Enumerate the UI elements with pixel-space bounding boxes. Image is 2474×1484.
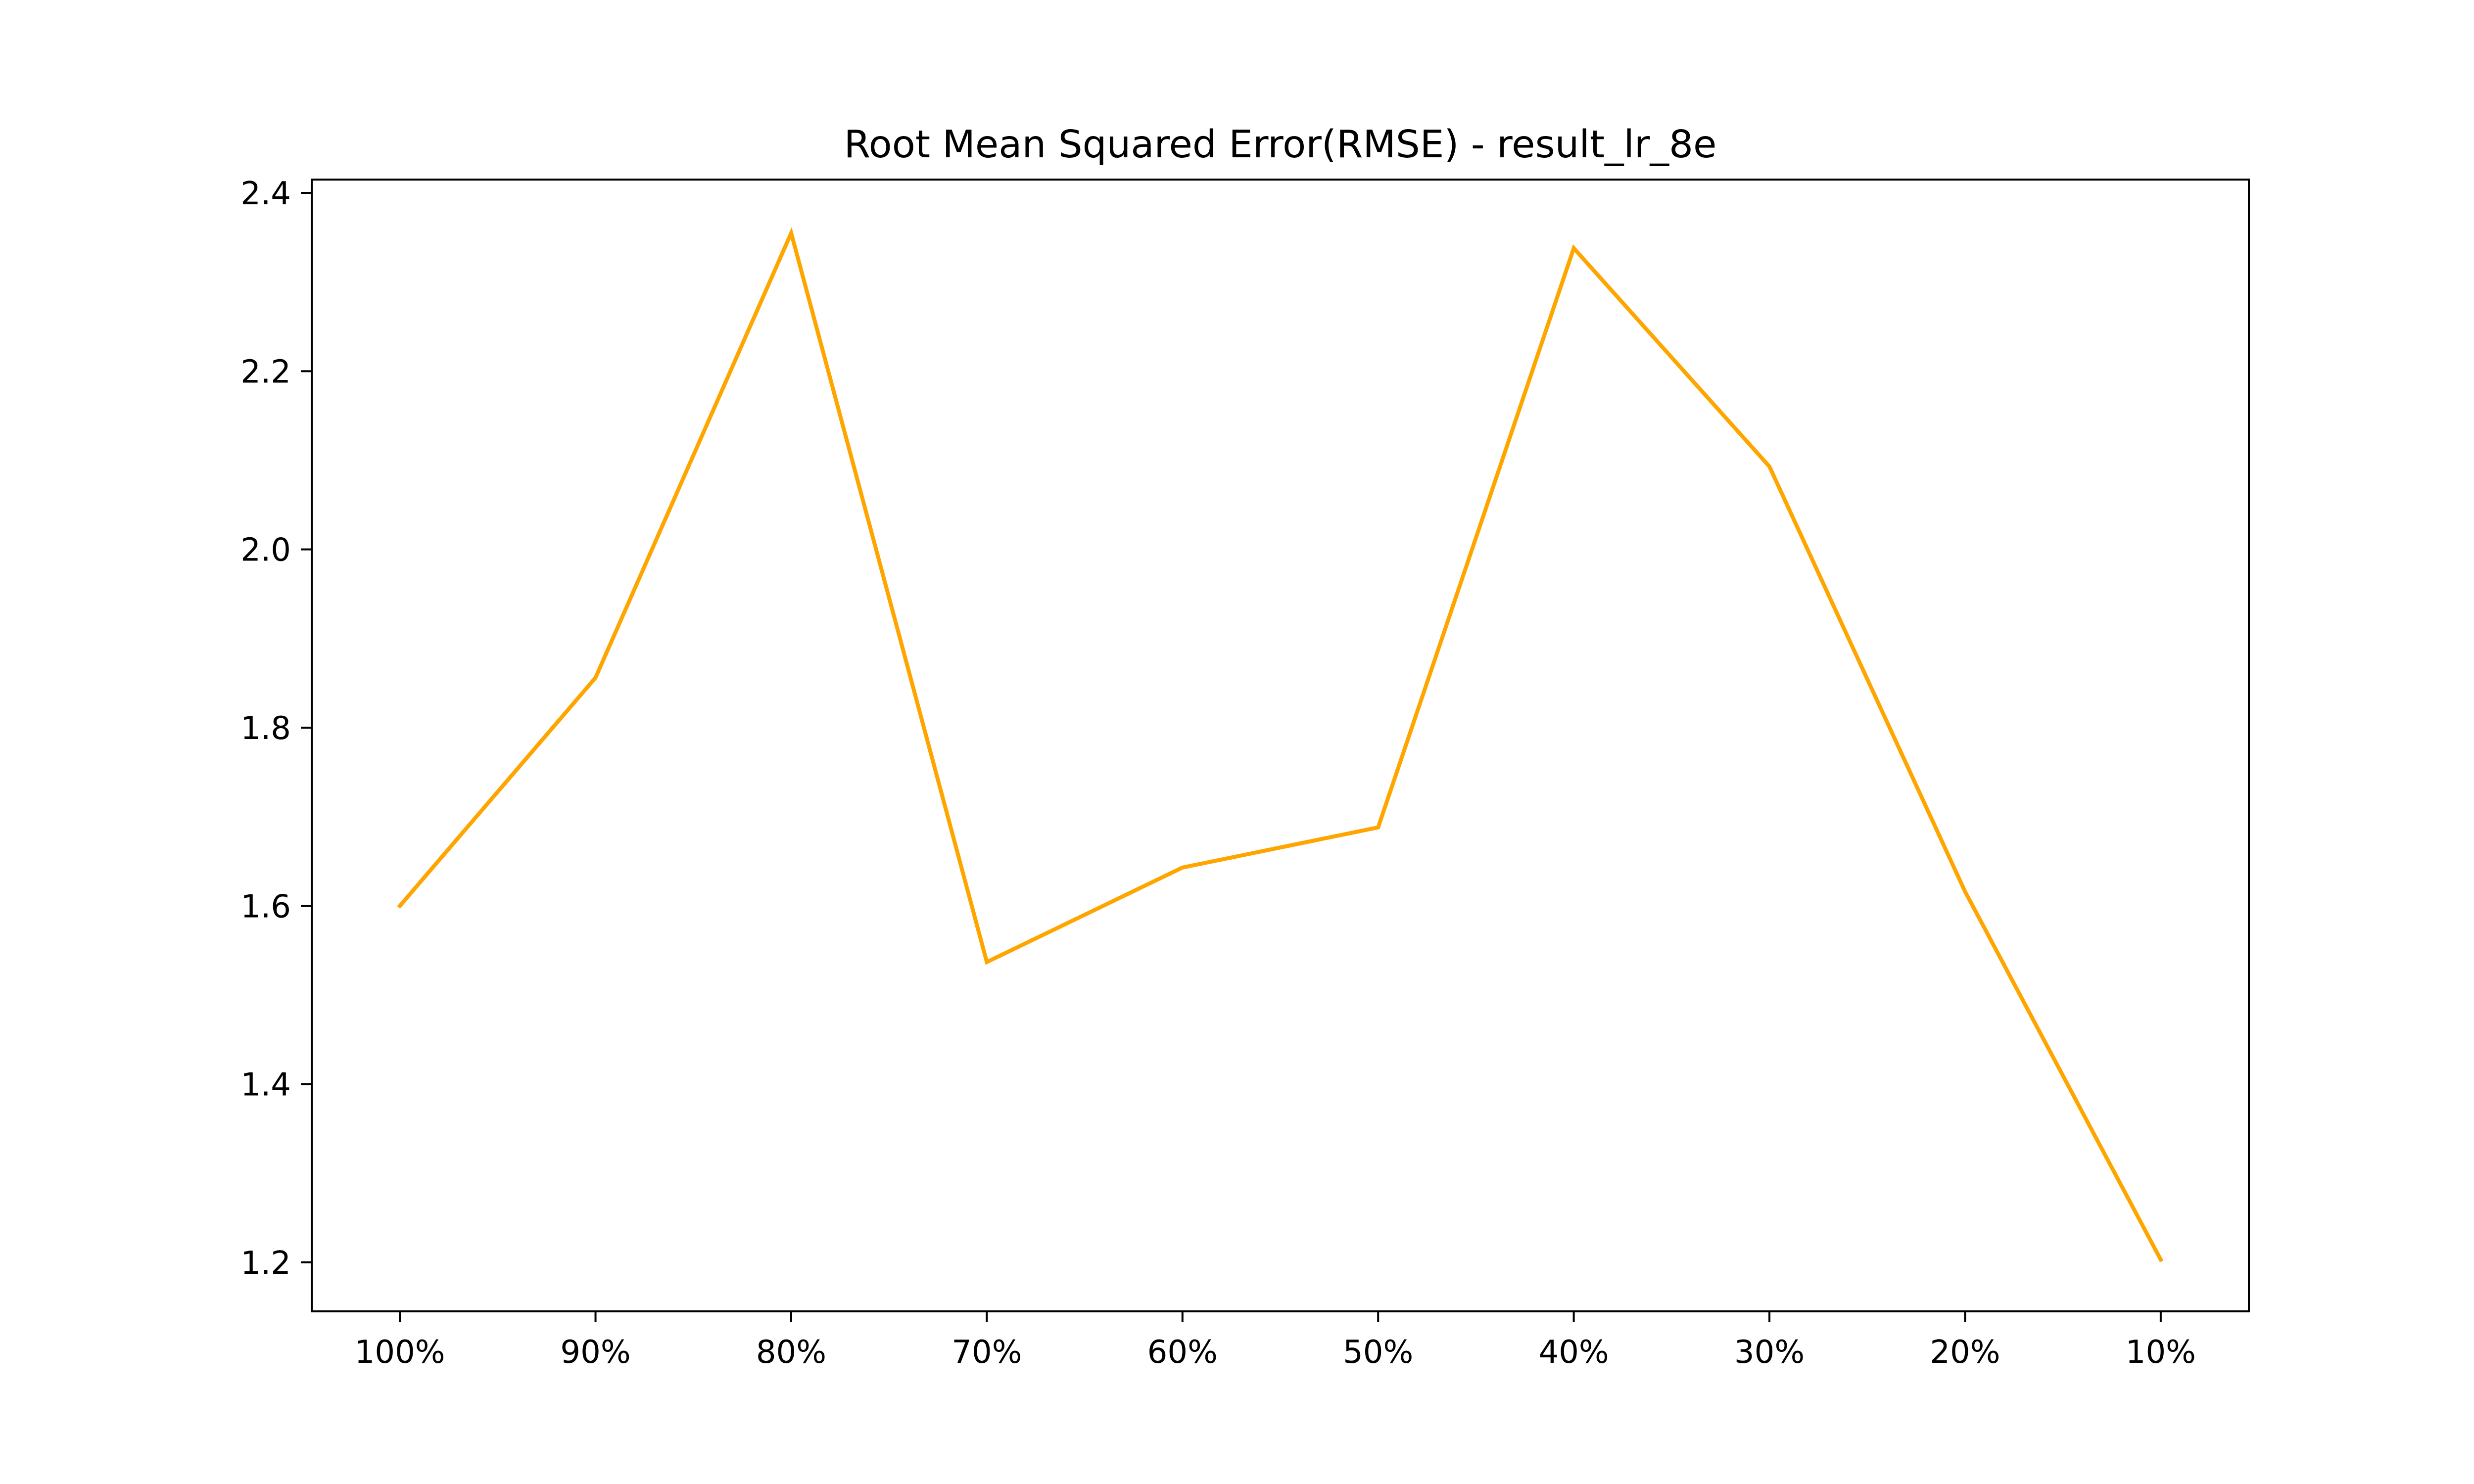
- y-tick-label: 1.6: [240, 888, 291, 925]
- x-tick-label: 10%: [2126, 1334, 2196, 1371]
- y-tick-label: 2.0: [240, 532, 291, 569]
- x-tick-label: 20%: [1930, 1334, 2000, 1371]
- y-tick-label: 1.8: [240, 710, 291, 747]
- y-tick-label: 2.2: [240, 354, 291, 390]
- x-axis: 100% 90% 80% 70% 60% 50% 40% 30% 20% 10%: [355, 1311, 2196, 1371]
- y-axis: 1.2 1.4 1.6 1.8 2.0 2.2 2.4: [240, 176, 312, 1282]
- x-tick-label: 70%: [952, 1334, 1022, 1371]
- series-layer: [397, 227, 2164, 1262]
- y-tick-label: 1.4: [240, 1067, 291, 1104]
- x-tick-label: 40%: [1538, 1334, 1609, 1371]
- chart-title: Root Mean Squared Error(RMSE) - result_l…: [844, 123, 1717, 167]
- plot-area-frame: [311, 179, 2250, 1312]
- x-tick-label: 60%: [1147, 1334, 1218, 1371]
- y-tick-label: 2.4: [240, 176, 291, 212]
- x-tick-label: 50%: [1343, 1334, 1413, 1371]
- x-tick-label: 90%: [560, 1334, 630, 1371]
- x-tick-label: 100%: [355, 1334, 445, 1371]
- x-tick-label: 30%: [1734, 1334, 1805, 1371]
- x-tick-label: 80%: [756, 1334, 826, 1371]
- y-tick-label: 1.2: [240, 1245, 291, 1282]
- series-line: [397, 227, 2164, 1262]
